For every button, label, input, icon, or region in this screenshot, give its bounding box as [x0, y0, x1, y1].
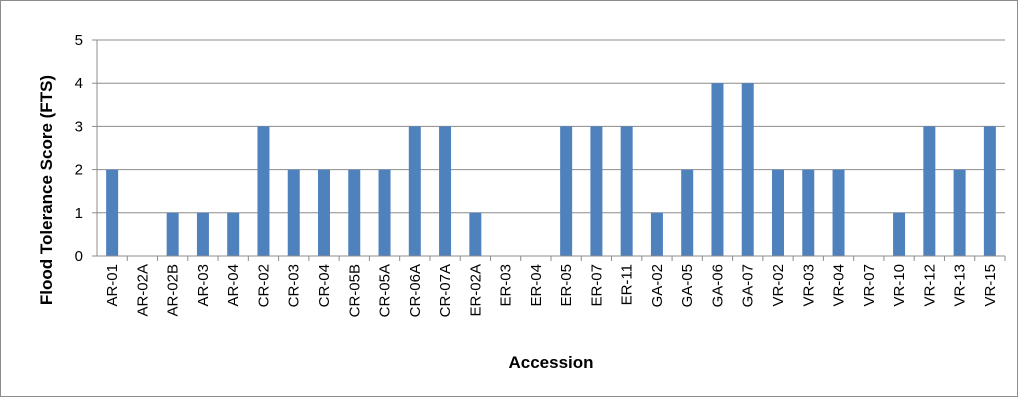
- bar-er-07: [590, 126, 603, 257]
- bar-vr-13: [953, 169, 966, 256]
- bar-er-11: [620, 126, 633, 257]
- bar-cr-05a: [378, 169, 391, 256]
- x-tick-label: GA-07: [740, 264, 757, 307]
- x-tick-label: VR-13: [952, 264, 969, 307]
- x-tick-labels: AR-01 AR-02A AR-02B AR-03 AR-04 CR-02 CR-03 CR-…: [104, 256, 1006, 317]
- x-tick-label: CR-03: [286, 264, 303, 307]
- bar-ga-05: [681, 169, 694, 256]
- bar-cr-06a: [408, 126, 421, 257]
- bar-vr-02: [772, 169, 784, 256]
- x-axis-title: Accession: [508, 353, 593, 372]
- y-tick-label: 0: [75, 248, 83, 265]
- bar-ar-04: [227, 212, 240, 256]
- bars: [106, 83, 996, 257]
- x-tick-label: VR-10: [891, 264, 908, 307]
- bar-cr-04: [318, 169, 330, 256]
- bar-vr-10: [893, 212, 906, 256]
- x-tick-label: CR-05B: [346, 264, 363, 317]
- bar-vr-12: [923, 126, 936, 257]
- x-tick-label: VR-02: [770, 264, 787, 307]
- bar-er-02a: [469, 212, 482, 256]
- y-tick-label: 1: [75, 205, 83, 222]
- x-tick-label: AR-01: [104, 264, 121, 307]
- x-tick-label: GA-02: [649, 264, 666, 307]
- x-tick-label: ER-04: [528, 264, 545, 307]
- bar-ar-03: [196, 212, 209, 256]
- bar-ar-02b: [166, 212, 179, 256]
- bar-vr-03: [802, 169, 815, 256]
- bar-vr-15: [983, 126, 996, 257]
- y-axis-title: Flood Tolerance Score (FTS): [37, 75, 56, 305]
- bar-ar-01: [106, 169, 119, 256]
- x-tick-label: ER-05: [558, 264, 575, 307]
- bar-ga-02: [650, 212, 663, 256]
- y-tick-label: 3: [75, 118, 83, 135]
- x-tick-label: GA-06: [709, 264, 726, 307]
- x-tick-label: AR-02A: [134, 264, 151, 317]
- x-tick-label: ER-03: [498, 264, 515, 307]
- bar-cr-07a: [439, 126, 452, 257]
- x-tick-label: CR-02: [255, 264, 272, 307]
- bar-cr-05b: [348, 169, 361, 256]
- bar-er-05: [560, 126, 573, 257]
- x-tick-label: AR-02B: [165, 264, 182, 317]
- y-tick-label: 4: [75, 75, 83, 92]
- x-tick-label: ER-11: [619, 264, 636, 305]
- x-tick-label: VR-12: [921, 264, 938, 307]
- y-tick-label: 2: [75, 162, 83, 179]
- bar-vr-04: [832, 169, 845, 256]
- x-tick-label: VR-03: [800, 264, 817, 307]
- x-tick-label: VR-15: [982, 264, 999, 307]
- x-tick-label: CR-07A: [437, 264, 454, 317]
- x-tick-label: VR-07: [861, 264, 878, 307]
- x-tick-label: CR-04: [316, 264, 333, 307]
- bar-cr-02: [257, 126, 270, 257]
- x-tick-label: ER-02A: [467, 264, 484, 317]
- gridlines: [97, 39, 1005, 214]
- y-tick-labels: 0 1 2 3 4 5: [75, 32, 97, 265]
- x-tick-label: CR-05A: [377, 264, 394, 317]
- bar-ga-07: [741, 83, 754, 256]
- x-tick-label: VR-04: [831, 264, 848, 307]
- y-tick-label: 5: [75, 32, 83, 49]
- bar-cr-03: [287, 169, 300, 256]
- x-tick-label: CR-06A: [407, 264, 424, 317]
- x-tick-label: GA-05: [679, 264, 696, 307]
- bar-ga-06: [711, 83, 724, 256]
- x-tick-label: AR-04: [225, 264, 242, 307]
- x-tick-label: ER-07: [588, 264, 605, 307]
- x-tick-label: AR-03: [195, 264, 212, 307]
